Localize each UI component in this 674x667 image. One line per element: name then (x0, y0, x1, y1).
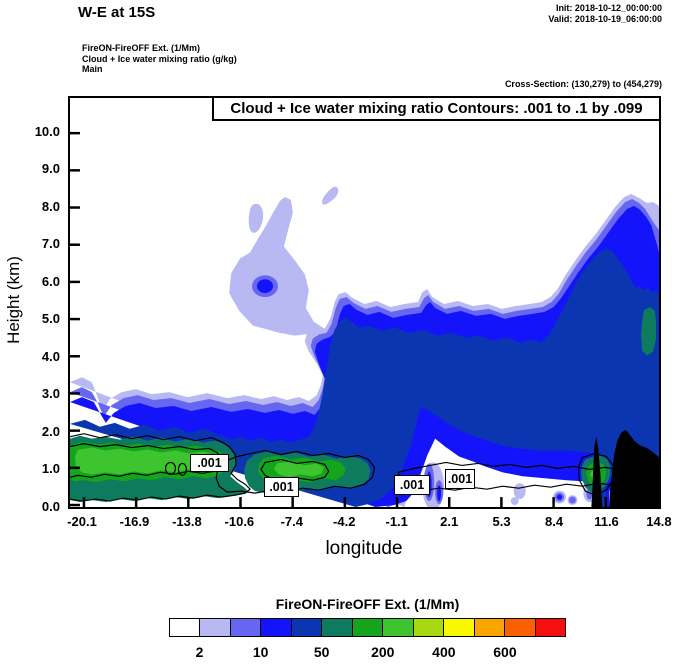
colorbar-cell (230, 619, 262, 636)
colorbar-cell (322, 619, 353, 636)
upper-patch-right (322, 186, 339, 205)
colorbar-cell (383, 619, 414, 636)
contour-value-label: .001 (394, 475, 430, 495)
colorbar-cell (261, 619, 292, 636)
colorbar-tick-label: 400 (432, 644, 456, 660)
contour-field (70, 98, 659, 507)
colorbar-title: FireON-FireOFF Ext. (1/Mm) (275, 596, 460, 612)
colorbar-tick-label: 10 (252, 644, 269, 660)
y-tick-label: 10.0 (34, 123, 60, 139)
x-tick-label: -16.9 (119, 514, 150, 529)
x-tick-label: -13.8 (172, 514, 202, 529)
contour-value-label: .001 (445, 469, 475, 489)
y-tick-label: 4.0 (41, 348, 60, 364)
cross-section-plot: Cloud + Ice water mixing ratio Contours:… (68, 96, 661, 509)
y-tick-label: 0.0 (41, 499, 60, 514)
axis-tick-marks (70, 131, 659, 507)
x-tick-label: -10.6 (224, 514, 255, 529)
colorbar-cell (535, 619, 566, 636)
field-description: FireON-FireOFF Ext. (1/Mm) Cloud + Ice w… (82, 43, 237, 75)
x-tick-label: -7.4 (280, 514, 303, 529)
colorbar-cell (291, 619, 323, 636)
colorbar-tick-label: 2 (195, 644, 204, 660)
field-line-2: Cloud + Ice water mixing ratio (g/kg) (82, 53, 237, 64)
x-axis-title: longitude (325, 538, 403, 559)
init-timestamp: Init: 2018-10-12_00:00:00 (555, 3, 662, 13)
plume-spot (257, 279, 273, 294)
colorbar-tick-label: 600 (493, 644, 517, 660)
contour-value-label: .001 (190, 454, 229, 472)
x-tick-label: -20.1 (67, 514, 97, 529)
x-tick-label: 11.6 (594, 514, 619, 529)
y-axis-title: Height (km) (4, 256, 23, 344)
y-tick-label: 5.0 (41, 311, 60, 327)
colorbar-cell (413, 619, 445, 636)
x-tick-label: -1.1 (385, 514, 408, 529)
y-tick-label: 2.0 (41, 423, 60, 439)
x-tick-label: 5.3 (492, 514, 511, 529)
colorbar-cell (474, 619, 506, 636)
field-line-1: FireON-FireOFF Ext. (1/Mm) (82, 43, 201, 53)
field-line-3: Main (82, 64, 103, 74)
contour-title: Cloud + Ice water mixing ratio Contours:… (212, 96, 661, 121)
x-tick-label: -4.2 (333, 514, 356, 529)
y-tick-label: 9.0 (41, 161, 60, 177)
fill-level-7-bright-green (74, 447, 599, 479)
colorbar-cell (505, 619, 536, 636)
valid-timestamp: Valid: 2018-10-19_06:00:00 (548, 14, 662, 24)
contour-value-label: .001 (264, 477, 299, 497)
colorbar-tick-label: 50 (313, 644, 330, 660)
colorbar-tick-label: 200 (371, 644, 395, 660)
y-tick-label: 8.0 (41, 198, 60, 214)
x-tick-label: 14.8 (646, 514, 672, 529)
y-tick-label: 3.0 (41, 386, 60, 402)
cross-section-label: Cross-Section: (130,279) to (454,279) (504, 79, 662, 89)
y-tick-label: 1.0 (41, 461, 60, 477)
colorbar-cell (200, 619, 231, 636)
x-tick-label: 2.1 (440, 514, 459, 529)
colorbar-cell (352, 619, 384, 636)
colorbar-cell (170, 619, 201, 636)
x-tick-label: 8.4 (545, 514, 564, 529)
terrain-silhouette (591, 429, 659, 507)
colorbar (169, 618, 566, 637)
colorbar-cell (444, 619, 475, 636)
page-title: W-E at 15S (78, 4, 156, 21)
y-tick-label: 7.0 (41, 236, 60, 252)
upper-patch-left (248, 203, 264, 233)
y-tick-label: 6.0 (41, 273, 60, 289)
